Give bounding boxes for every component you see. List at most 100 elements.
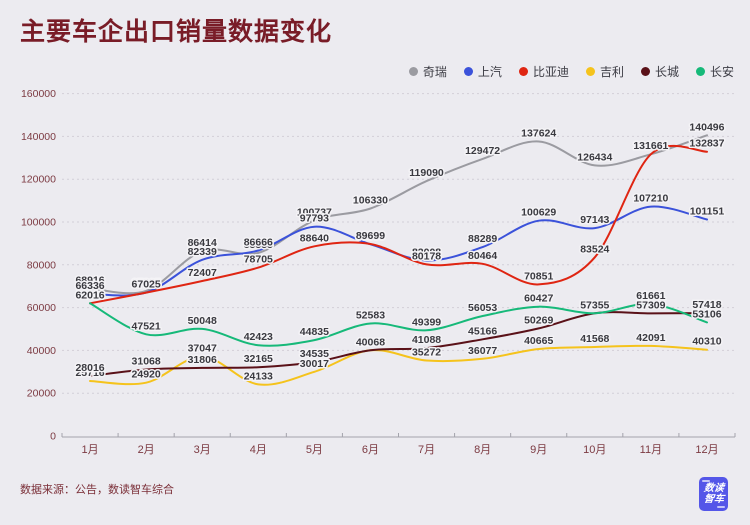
svg-text:66336: 66336 bbox=[75, 280, 104, 292]
series-labels-奇瑞: 68916 67825 86414 85555 100737 106330 119090 12… bbox=[74, 120, 726, 291]
svg-text:132837: 132837 bbox=[689, 138, 724, 150]
x-axis bbox=[61, 433, 736, 438]
svg-text:57355: 57355 bbox=[580, 299, 609, 311]
svg-text:119090: 119090 bbox=[409, 167, 444, 179]
svg-text:53106: 53106 bbox=[692, 308, 721, 320]
svg-text:40068: 40068 bbox=[356, 336, 385, 348]
svg-text:107210: 107210 bbox=[633, 193, 668, 205]
svg-text:57309: 57309 bbox=[636, 299, 665, 311]
svg-text:72407: 72407 bbox=[188, 267, 217, 279]
svg-text:6月: 6月 bbox=[362, 444, 379, 456]
y-axis-labels: 0 20000 40000 60000 80000 100000 120000 140000 1… bbox=[21, 88, 56, 442]
svg-text:10月: 10月 bbox=[583, 444, 606, 456]
svg-text:24920: 24920 bbox=[132, 369, 161, 381]
svg-text:42423: 42423 bbox=[244, 331, 273, 343]
svg-text:30017: 30017 bbox=[300, 358, 329, 370]
svg-text:20000: 20000 bbox=[27, 388, 56, 400]
brand-logo-line1: 数读 bbox=[702, 483, 725, 494]
svg-text:1月: 1月 bbox=[81, 444, 98, 456]
brand-logo-line2: 智车 bbox=[702, 494, 725, 505]
svg-text:24133: 24133 bbox=[244, 370, 273, 382]
legend-item-label: 奇瑞 bbox=[422, 64, 447, 79]
svg-text:32165: 32165 bbox=[244, 353, 273, 365]
source-note: 数据来源：公告，数读智车综合 bbox=[20, 484, 174, 496]
series-labels-吉利: 25716 24920 37047 24133 30017 40068 35272 36077… bbox=[74, 330, 723, 383]
svg-text:80464: 80464 bbox=[468, 250, 497, 262]
legend-dot-icon bbox=[518, 66, 528, 76]
svg-text:3月: 3月 bbox=[194, 444, 211, 456]
legend-dot-icon bbox=[408, 66, 418, 76]
svg-text:31068: 31068 bbox=[132, 356, 161, 368]
svg-text:140496: 140496 bbox=[689, 121, 724, 133]
svg-text:106330: 106330 bbox=[353, 194, 388, 206]
svg-text:28016: 28016 bbox=[75, 362, 104, 374]
svg-text:80000: 80000 bbox=[27, 259, 56, 271]
svg-text:41568: 41568 bbox=[580, 333, 609, 345]
svg-text:67025: 67025 bbox=[132, 279, 161, 291]
svg-text:40665: 40665 bbox=[524, 335, 553, 347]
svg-text:40000: 40000 bbox=[27, 345, 56, 357]
svg-text:70851: 70851 bbox=[524, 270, 553, 282]
svg-text:40068: 40068 bbox=[356, 336, 385, 348]
svg-text:9月: 9月 bbox=[530, 444, 547, 456]
legend-item-奇瑞[interactable]: 奇瑞 bbox=[408, 63, 447, 80]
svg-text:100000: 100000 bbox=[21, 217, 56, 229]
svg-text:101151: 101151 bbox=[690, 206, 725, 218]
svg-text:68916: 68916 bbox=[75, 275, 104, 287]
svg-text:85555: 85555 bbox=[244, 239, 273, 251]
svg-text:80178: 80178 bbox=[412, 250, 441, 262]
svg-text:120000: 120000 bbox=[21, 174, 56, 186]
series-labels-比亚迪: 62016 67025 72407 78705 88640 89699 80178 80464… bbox=[74, 136, 726, 303]
svg-text:78705: 78705 bbox=[244, 254, 273, 266]
legend-item-label: 吉利 bbox=[599, 64, 624, 79]
series-line-长安 bbox=[89, 302, 708, 347]
svg-text:0: 0 bbox=[50, 431, 56, 443]
legend-dot-icon bbox=[640, 66, 650, 76]
svg-text:82339: 82339 bbox=[188, 246, 217, 258]
svg-text:62016: 62016 bbox=[75, 289, 104, 301]
svg-text:35272: 35272 bbox=[412, 347, 441, 359]
legend-item-label: 比亚迪 bbox=[532, 64, 569, 79]
svg-text:88640: 88640 bbox=[300, 232, 329, 244]
svg-text:97793: 97793 bbox=[300, 213, 329, 225]
svg-text:44835: 44835 bbox=[300, 326, 329, 338]
svg-text:5月: 5月 bbox=[306, 444, 323, 456]
legend-item-长安[interactable]: 长安 bbox=[695, 63, 734, 80]
svg-text:52583: 52583 bbox=[356, 309, 385, 321]
svg-text:100737: 100737 bbox=[297, 206, 332, 218]
svg-text:11月: 11月 bbox=[640, 444, 662, 456]
svg-text:83524: 83524 bbox=[580, 243, 609, 255]
legend-item-上汽[interactable]: 上汽 bbox=[463, 63, 502, 80]
svg-text:62016: 62016 bbox=[75, 289, 104, 301]
series-line-比亚迪 bbox=[89, 144, 708, 305]
legend-item-吉利[interactable]: 吉利 bbox=[585, 63, 624, 80]
svg-text:86666: 86666 bbox=[244, 237, 273, 249]
series-line-上汽 bbox=[89, 205, 708, 297]
svg-text:100629: 100629 bbox=[521, 207, 556, 219]
svg-text:50269: 50269 bbox=[524, 314, 553, 326]
svg-text:7月: 7月 bbox=[418, 444, 435, 456]
svg-text:82008: 82008 bbox=[412, 247, 441, 259]
svg-text:88289: 88289 bbox=[468, 233, 497, 245]
svg-text:126434: 126434 bbox=[577, 151, 612, 163]
page-title: 主要车企出口销量数据变化 bbox=[20, 18, 333, 46]
svg-text:67025: 67025 bbox=[132, 279, 161, 291]
svg-text:89599: 89599 bbox=[356, 230, 385, 242]
legend: 奇瑞 上汽 比亚迪 吉利 长城 长安 bbox=[408, 63, 734, 80]
svg-text:2月: 2月 bbox=[138, 444, 155, 456]
legend-item-长城[interactable]: 长城 bbox=[640, 63, 679, 80]
brand-logo: 数读 智车 bbox=[699, 477, 728, 511]
svg-text:97143: 97143 bbox=[580, 214, 609, 226]
legend-item-比亚迪[interactable]: 比亚迪 bbox=[518, 63, 569, 80]
svg-text:56053: 56053 bbox=[468, 302, 497, 314]
svg-text:37047: 37047 bbox=[188, 343, 217, 355]
legend-item-label: 长安 bbox=[709, 64, 734, 79]
svg-text:36077: 36077 bbox=[468, 345, 497, 357]
svg-text:140000: 140000 bbox=[21, 131, 56, 143]
series-labels-长城: 28016 31068 31806 32165 34535 40068 41088 45166… bbox=[74, 298, 723, 376]
svg-text:4月: 4月 bbox=[250, 444, 267, 456]
svg-text:34535: 34535 bbox=[300, 348, 329, 360]
svg-text:137624: 137624 bbox=[521, 127, 556, 139]
svg-text:25716: 25716 bbox=[75, 367, 104, 379]
